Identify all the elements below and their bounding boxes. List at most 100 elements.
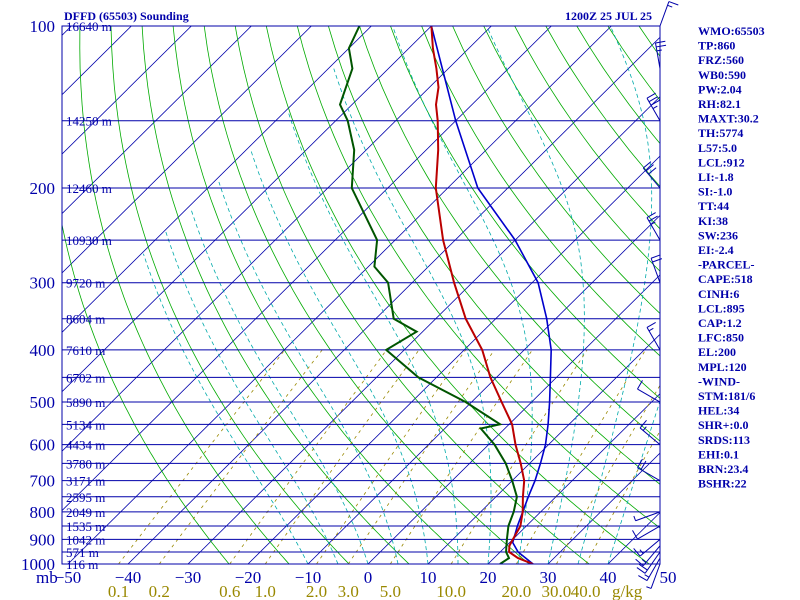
wind-barb-halfflag bbox=[650, 221, 656, 225]
height-label: 8604 m bbox=[66, 312, 105, 327]
mixing-ratio-label: 3.0 bbox=[338, 582, 359, 600]
mixing-ratio-line bbox=[585, 430, 660, 564]
wind-barb-flag bbox=[656, 44, 667, 48]
pressure-tick-label: 1000 bbox=[21, 555, 55, 574]
mixing-ratio-label: 30.0 bbox=[542, 582, 572, 600]
wind-barb-halfflag bbox=[633, 515, 637, 521]
wind-barb bbox=[639, 419, 661, 446]
sounding-index: SHR+:0.0 bbox=[698, 418, 749, 432]
mixing-ratio-label: 0.6 bbox=[219, 582, 240, 600]
wind-barb-flag bbox=[648, 96, 658, 103]
moist-adiabat-line bbox=[250, 149, 429, 564]
pressure-tick-label: 800 bbox=[30, 503, 56, 522]
temperature-tick-label: −30 bbox=[175, 568, 202, 587]
plot-frame bbox=[61, 25, 661, 565]
pressure-tick-label: 600 bbox=[30, 436, 56, 455]
wind-barb-halfflag bbox=[667, 4, 673, 8]
isotherm-line bbox=[0, 26, 11, 564]
height-label: 3171 m bbox=[66, 474, 105, 489]
wind-barb bbox=[646, 563, 661, 589]
wind-barb-halfflag bbox=[656, 49, 662, 52]
pressure-tick-label: 700 bbox=[30, 472, 56, 491]
height-label: 7610 m bbox=[66, 343, 105, 358]
wind-barb-flag bbox=[638, 575, 648, 582]
sounding-index: LI:-1.8 bbox=[698, 170, 734, 184]
wind-barb bbox=[637, 380, 661, 403]
temperature-trace bbox=[430, 26, 534, 564]
wind-barb-flag bbox=[646, 92, 656, 99]
mixing-ratio-line bbox=[229, 349, 387, 564]
sounding-index: -PARCEL- bbox=[698, 258, 754, 272]
height-label: 5890 m bbox=[66, 395, 105, 410]
dewpoint-trace bbox=[338, 26, 518, 564]
height-label: 14250 m bbox=[66, 114, 112, 129]
wind-barb-staff bbox=[650, 563, 661, 589]
wind-barb-staff bbox=[637, 525, 661, 540]
sounding-index: -WIND- bbox=[698, 374, 740, 388]
wind-barb-flag bbox=[637, 458, 643, 468]
wind-barb-halfflag bbox=[652, 105, 658, 110]
sounding-index: L57:5.0 bbox=[698, 141, 737, 155]
wind-barb bbox=[636, 551, 661, 574]
temperature-tick-label: 40 bbox=[600, 568, 617, 587]
pressure-tick-label: 500 bbox=[30, 393, 56, 412]
dry-adiabat-line bbox=[763, 26, 800, 564]
isotherm-line bbox=[187, 96, 660, 564]
sounding-index: SW:236 bbox=[698, 228, 738, 242]
sounding-index: SI:-1.0 bbox=[698, 185, 732, 199]
wind-barb bbox=[633, 511, 661, 522]
dry-adiabat-line bbox=[483, 26, 660, 272]
isotherm-line bbox=[547, 452, 660, 564]
wind-barb-flag bbox=[655, 40, 666, 44]
isotherm-line bbox=[62, 26, 252, 215]
wind-barb-flag bbox=[646, 212, 656, 219]
wind-barb-flag bbox=[635, 558, 644, 567]
height-label: 4434 m bbox=[66, 438, 105, 453]
height-label: 5134 m bbox=[66, 417, 105, 432]
dry-adiabat-line bbox=[794, 26, 800, 564]
wind-barb-flag bbox=[642, 161, 652, 169]
height-label: 16640 m bbox=[66, 19, 112, 34]
wind-barb-flag bbox=[650, 99, 660, 106]
mixing-ratio-line bbox=[347, 349, 495, 564]
height-label: 1535 m bbox=[66, 519, 105, 534]
wind-barb-staff bbox=[639, 427, 661, 446]
temperature-tick-label: 0 bbox=[364, 568, 373, 587]
height-label: 12460 m bbox=[66, 181, 112, 196]
sounding-index: CAPE:518 bbox=[698, 272, 753, 286]
dry-adiabat-line bbox=[79, 26, 290, 564]
wind-barb-flag bbox=[652, 258, 663, 263]
mixing-ratio-line bbox=[118, 349, 286, 564]
wind-barb-staff bbox=[639, 538, 661, 557]
pressure-tick-label: 200 bbox=[30, 179, 56, 198]
sounding-index: LFC:850 bbox=[698, 331, 744, 345]
sounding-indices: WMO:65503TP:860FRZ:560WB0:590PW:2.04RH:8… bbox=[698, 24, 765, 491]
temperature-tick-label: −20 bbox=[235, 568, 262, 587]
moist-adiabat-line bbox=[288, 112, 459, 564]
mixing-ratio-label: 5.0 bbox=[380, 582, 401, 600]
sounding-index: CAP:1.2 bbox=[698, 316, 742, 330]
sounding-index: WB0:590 bbox=[698, 68, 746, 82]
sounding-index: CINH:6 bbox=[698, 287, 739, 301]
dry-adiabat-line bbox=[452, 26, 660, 314]
moist-adiabat-line bbox=[218, 181, 399, 564]
sounding-index: FRZ:560 bbox=[698, 53, 744, 67]
wind-barb bbox=[654, 40, 667, 69]
sounding-index: EI:-2.4 bbox=[698, 243, 734, 257]
wind-barb-flag bbox=[640, 460, 647, 470]
isotherm-line bbox=[62, 26, 372, 333]
wind-barb-staff bbox=[637, 467, 661, 482]
temperature-tick-label: −10 bbox=[295, 568, 322, 587]
sounding-index: BRN:23.4 bbox=[698, 462, 748, 476]
sounding-index: LCL:895 bbox=[698, 301, 745, 315]
isotherm-line bbox=[427, 333, 660, 564]
height-label: 3780 m bbox=[66, 456, 105, 471]
isotherm-line bbox=[367, 274, 660, 564]
temperature-tick-label: 50 bbox=[660, 568, 677, 587]
isotherm-line bbox=[62, 26, 192, 155]
height-labels: 16640 m 14250 m 12460 m 10930 m 9720 m 8604 m… bbox=[66, 19, 112, 572]
wind-barb-staff bbox=[637, 388, 661, 403]
pressure-tick-label: 900 bbox=[30, 530, 56, 549]
temperature-tick-label: 20 bbox=[480, 568, 497, 587]
mixing-ratio-label: 20.0 bbox=[501, 582, 531, 600]
